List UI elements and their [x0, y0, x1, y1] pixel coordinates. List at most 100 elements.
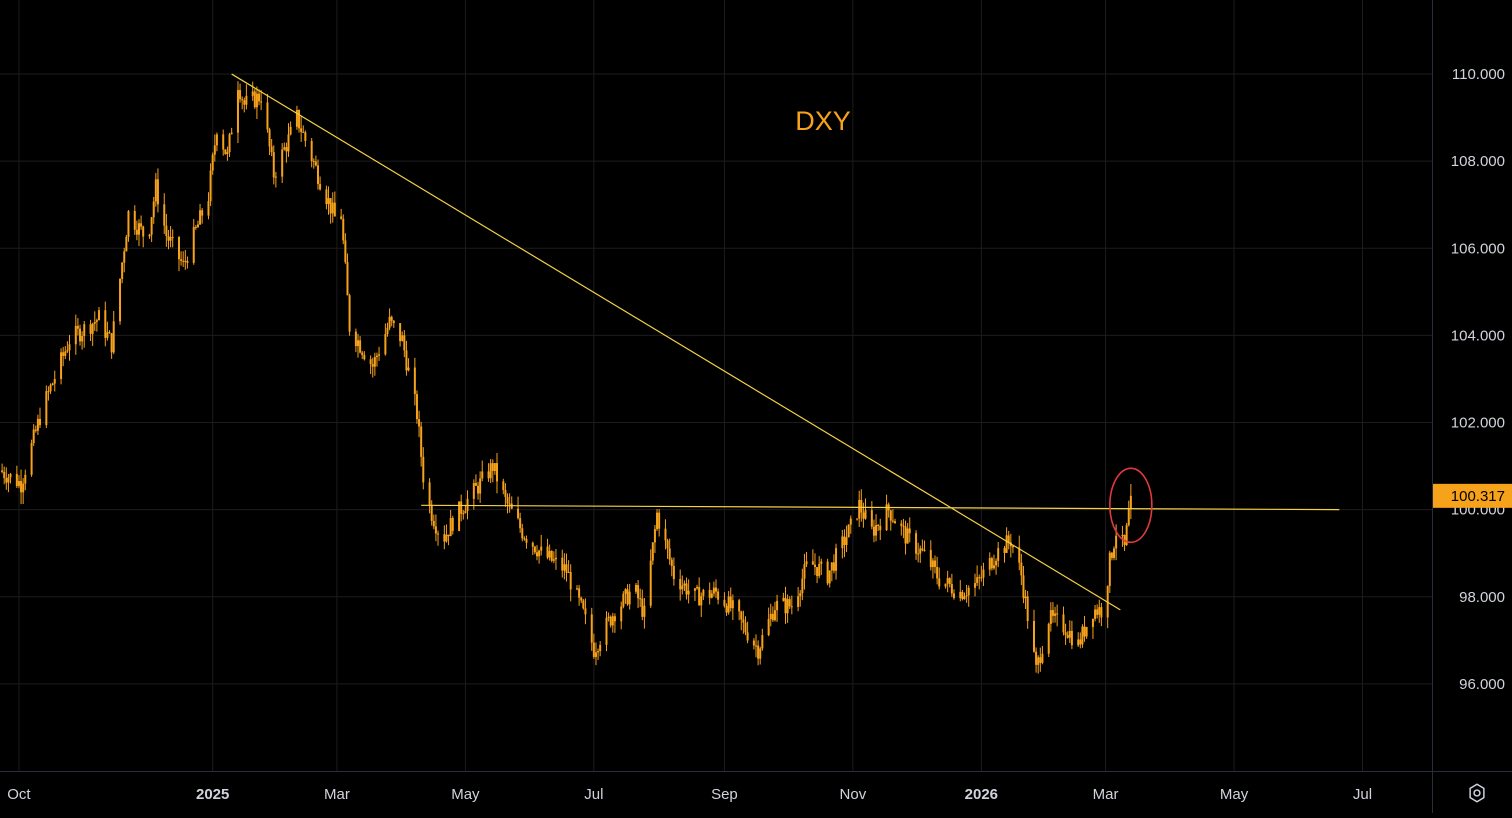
candle-body: [369, 359, 372, 365]
candle-body: [1091, 618, 1094, 627]
x-tick-label: 2025: [196, 786, 229, 803]
candle-body: [251, 91, 254, 96]
chart-settings-button[interactable]: [1462, 778, 1492, 808]
candle-body: [437, 533, 440, 535]
candle-body: [1115, 535, 1118, 549]
candle-body: [1066, 634, 1069, 638]
candle-body: [915, 533, 918, 554]
candle-body: [565, 564, 568, 573]
candle-body: [696, 587, 699, 589]
candle-body: [523, 538, 526, 540]
candle-body: [849, 518, 852, 525]
candle-body: [643, 605, 646, 617]
candle-body: [300, 128, 303, 132]
candle-body: [974, 583, 977, 588]
candle-body: [965, 595, 968, 597]
candle-body: [135, 229, 138, 235]
candle-body: [1056, 613, 1059, 615]
candle-body: [142, 226, 145, 237]
candle-body: [466, 498, 469, 511]
horizontal-resistance[interactable]: [421, 504, 1340, 511]
candle-body: [51, 383, 54, 386]
candle-body: [340, 216, 343, 219]
candle-body: [1100, 607, 1103, 618]
candle-body: [702, 589, 705, 597]
highlight-ellipse[interactable]: [1109, 467, 1153, 544]
candle-body: [594, 652, 597, 657]
candle-body: [253, 91, 256, 108]
candle-body: [260, 101, 263, 103]
candle-body: [651, 542, 654, 561]
candle-body: [862, 512, 865, 519]
candle-body: [106, 332, 109, 338]
candle-body: [1098, 607, 1101, 615]
drawing-layer[interactable]: [231, 73, 1340, 611]
candle-body: [39, 418, 42, 426]
candle-body: [967, 587, 970, 596]
candle-body: [904, 526, 907, 544]
descending-trendline[interactable]: [231, 73, 1121, 611]
candle-body: [224, 149, 227, 155]
candle-body: [74, 325, 77, 345]
candle-body: [902, 525, 905, 527]
candle-body: [813, 564, 816, 568]
candle-body: [891, 520, 894, 522]
candle-body: [830, 562, 833, 571]
candle-body: [81, 336, 84, 342]
candle-body: [386, 327, 389, 335]
x-tick-label: 2026: [965, 786, 998, 803]
candle-body: [936, 566, 939, 579]
candle-body: [304, 132, 307, 141]
candle-body: [801, 578, 804, 594]
candle-body: [519, 518, 522, 529]
candle-body: [506, 496, 509, 504]
candle-body: [508, 503, 511, 505]
candle-body: [931, 560, 934, 568]
candle-body: [1062, 614, 1065, 633]
candle-body: [245, 95, 248, 105]
candle-body: [123, 251, 126, 263]
candle-body: [634, 585, 637, 592]
candle-body: [295, 109, 298, 127]
candle-body: [990, 558, 993, 569]
candle-body: [15, 473, 18, 487]
candle-body: [835, 548, 838, 571]
candle-body: [491, 463, 494, 471]
candle-body: [746, 632, 749, 641]
candle-body: [1108, 552, 1111, 587]
candle-body: [47, 391, 50, 393]
candle-body: [963, 596, 966, 600]
candle-body: [826, 561, 829, 584]
candle-body: [1085, 626, 1088, 637]
candle-body: [1047, 624, 1050, 654]
candle-body: [447, 534, 450, 537]
candle-body: [403, 335, 406, 351]
candle-body: [698, 587, 701, 606]
candle-body: [125, 236, 128, 252]
candle-body: [687, 590, 690, 595]
candle-body: [538, 550, 541, 557]
candle-body: [458, 501, 461, 531]
candle-body: [1, 470, 4, 472]
candle-body: [790, 606, 793, 608]
x-tick-label: Mar: [1093, 786, 1119, 803]
candle-body: [89, 324, 92, 334]
candle-body: [95, 320, 98, 322]
candle-body: [79, 328, 82, 342]
candle-body: [554, 557, 557, 560]
candle-body: [361, 352, 364, 356]
candle-body: [333, 202, 336, 217]
candle-body: [60, 352, 63, 380]
candle-body: [872, 526, 875, 536]
candle-body: [180, 259, 183, 261]
candle-body: [656, 512, 659, 530]
candle-body: [1037, 657, 1040, 665]
candle-body: [563, 564, 566, 571]
candle-body: [283, 147, 286, 150]
candle-body: [816, 567, 819, 577]
candle-body: [373, 357, 376, 367]
candle-body: [885, 504, 888, 531]
candle-body: [359, 340, 362, 353]
